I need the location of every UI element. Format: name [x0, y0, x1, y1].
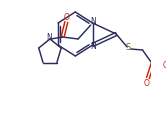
- Text: N: N: [46, 32, 52, 42]
- Text: O: O: [162, 62, 166, 70]
- Text: O: O: [144, 79, 150, 87]
- Text: N: N: [91, 17, 96, 27]
- Text: S: S: [125, 44, 130, 52]
- Text: O: O: [63, 12, 69, 22]
- Text: N: N: [91, 42, 96, 50]
